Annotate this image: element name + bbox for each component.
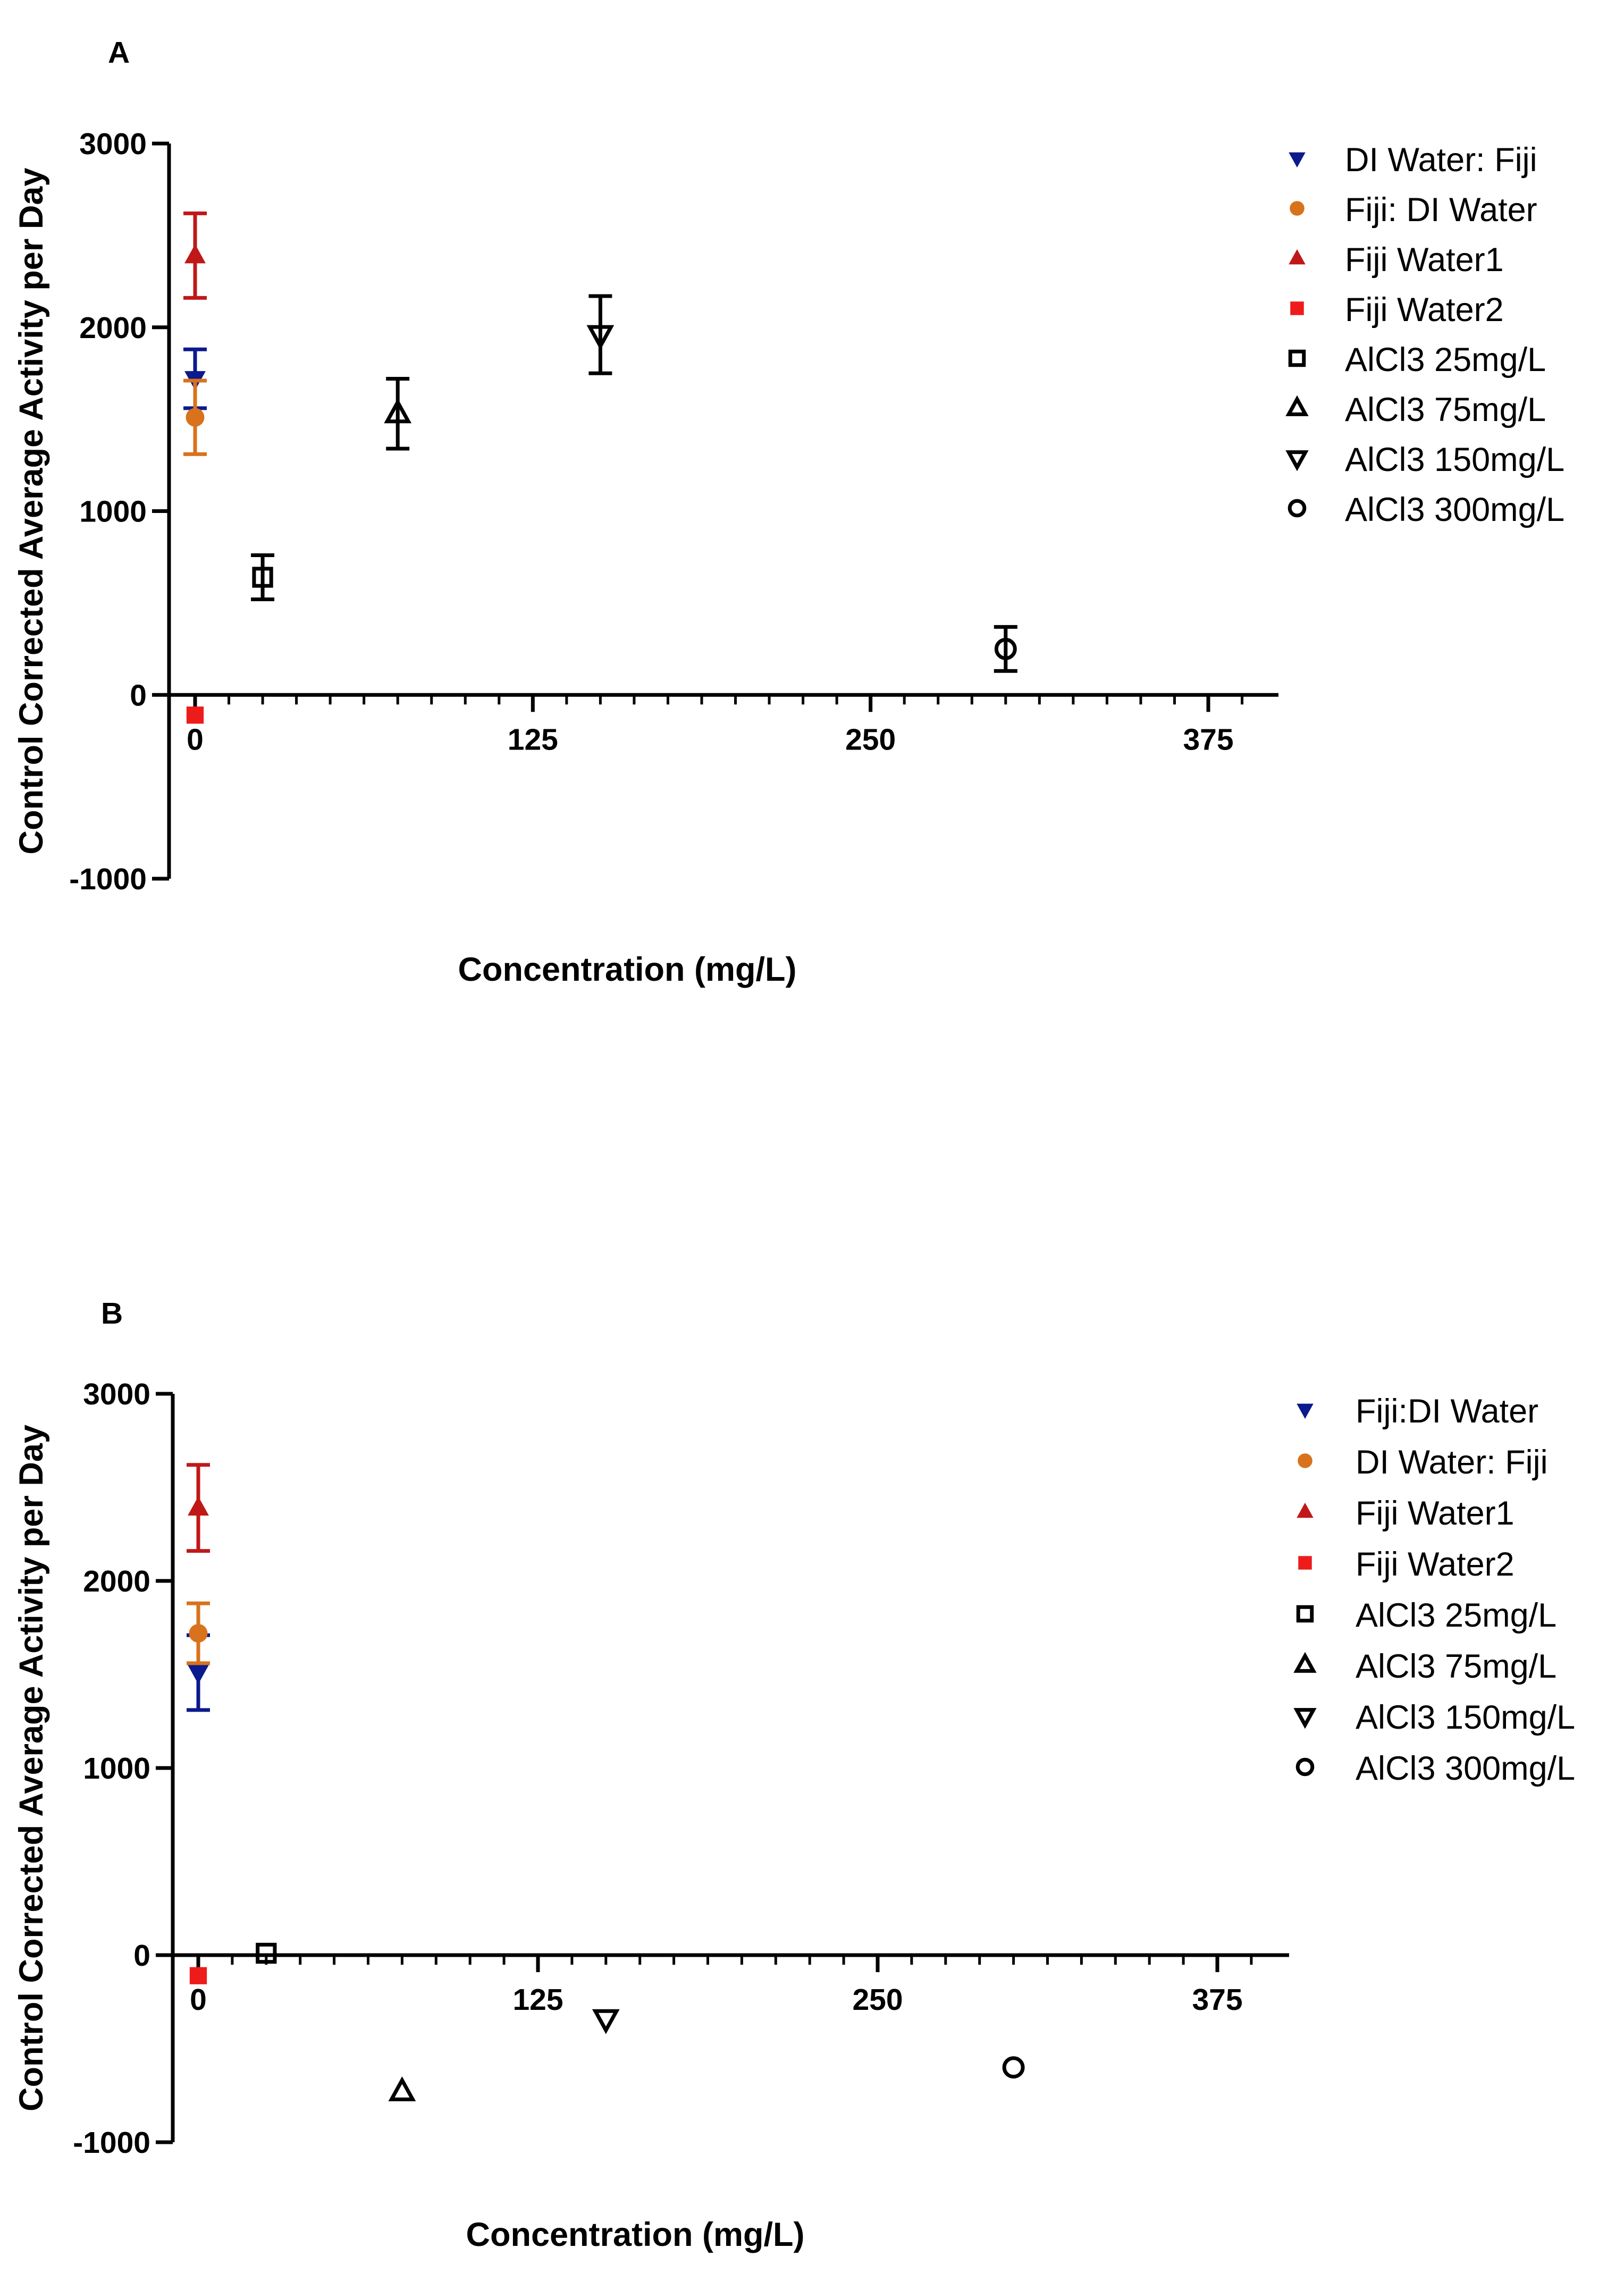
legend: DI Water: Fiji Fiji: DI Water Fiji Water1 F… xyxy=(1285,141,1564,528)
data-point-8 xyxy=(994,637,1017,660)
panel-label: B xyxy=(101,1297,123,1331)
legend-marker xyxy=(1289,152,1306,168)
legend: Fiji:DI Water DI Water: Fiji Fiji Water1 Fi… xyxy=(1293,1393,1575,1787)
x-tick-label: 375 xyxy=(1192,1983,1242,2017)
legend-marker xyxy=(1295,1757,1315,1777)
legend-label: AlCl3 25mg/L xyxy=(1345,341,1546,378)
y-tick-label: 2000 xyxy=(83,1564,150,1598)
legend-label: Fiji Water2 xyxy=(1345,291,1504,329)
data-point-4 xyxy=(186,706,204,724)
data-point-7 xyxy=(592,2009,620,2034)
data-point-2 xyxy=(186,408,205,427)
chart-panel-B: B -1000 0 1000 2000 3000 0 125 250 375 Concentrati… xyxy=(13,1297,1575,2253)
legend-marker xyxy=(1298,1453,1312,1468)
y-axis-title: Control Corrected Average Activity per D… xyxy=(13,1425,50,2111)
data-point-5 xyxy=(252,567,273,588)
panel-label: A xyxy=(108,36,130,70)
y-tick-label: -1000 xyxy=(69,862,147,896)
y-tick-label: -1000 xyxy=(73,2126,150,2160)
x-tick-label: 375 xyxy=(1183,722,1233,756)
y-axis-title: Control Corrected Average Activity per D… xyxy=(13,168,50,855)
y-tick-label: 3000 xyxy=(79,127,147,161)
x-tick-label: 0 xyxy=(187,722,204,756)
x-axis-title: Concentration (mg/L) xyxy=(458,951,797,988)
x-tick-label: 250 xyxy=(852,1983,903,2017)
legend-marker xyxy=(1293,1708,1317,1729)
y-tick-label: 0 xyxy=(130,678,147,712)
y-tick-label: 1000 xyxy=(79,495,147,529)
data-point-3 xyxy=(188,1496,209,1516)
legend-label: AlCl3 300mg/L xyxy=(1356,1750,1575,1787)
y-tick-label: 0 xyxy=(133,1939,150,1973)
x-tick-label: 125 xyxy=(512,1983,563,2017)
legend-marker xyxy=(1289,249,1306,265)
legend-marker xyxy=(1288,349,1306,367)
data-point-6 xyxy=(388,2076,416,2101)
y-tick-label: 3000 xyxy=(83,1377,150,1411)
x-axis-title: Concentration (mg/L) xyxy=(466,2216,805,2253)
legend-label: DI Water: Fiji xyxy=(1356,1444,1548,1481)
data-point-1 xyxy=(188,1665,209,1685)
x-tick-label: 0 xyxy=(190,1983,207,2017)
legend-label: Fiji Water2 xyxy=(1356,1546,1514,1583)
chart-panel-A: A -1000 0 1000 2000 3000 0 125 250 375 Concentrati… xyxy=(13,36,1564,988)
legend-label: AlCl3 25mg/L xyxy=(1356,1597,1556,1634)
data-point-3 xyxy=(184,244,206,264)
legend-label: Fiji: DI Water xyxy=(1345,191,1537,229)
legend-marker xyxy=(1285,450,1309,472)
y-tick-label: 2000 xyxy=(79,311,147,345)
data-point-7 xyxy=(586,325,615,350)
legend-marker xyxy=(1298,1556,1312,1570)
legend-label: AlCl3 300mg/L xyxy=(1345,491,1564,528)
legend-label: AlCl3 150mg/L xyxy=(1345,441,1564,478)
data-point-4 xyxy=(189,1967,207,1984)
legend-marker xyxy=(1296,1605,1314,1623)
legend-marker xyxy=(1290,301,1304,315)
x-tick-label: 250 xyxy=(845,722,896,756)
data-point-8 xyxy=(1002,2056,1025,2079)
legend-label: Fiji:DI Water xyxy=(1356,1393,1538,1430)
legend-label: AlCl3 75mg/L xyxy=(1356,1648,1556,1685)
legend-label: Fiji Water1 xyxy=(1345,241,1504,279)
y-tick-label: 1000 xyxy=(83,1752,150,1786)
legend-label: AlCl3 150mg/L xyxy=(1356,1699,1575,1736)
legend-marker xyxy=(1290,201,1305,216)
legend-label: AlCl3 75mg/L xyxy=(1345,391,1546,428)
legend-marker xyxy=(1297,1502,1314,1518)
data-point-2 xyxy=(189,1624,208,1643)
legend-marker xyxy=(1293,1652,1317,1673)
data-point-5 xyxy=(256,1942,277,1964)
legend-label: Fiji Water1 xyxy=(1356,1495,1514,1532)
data-point-6 xyxy=(384,398,412,424)
legend-label: DI Water: Fiji xyxy=(1345,141,1537,179)
legend-marker xyxy=(1285,395,1309,416)
legend-marker xyxy=(1288,499,1307,518)
x-tick-label: 125 xyxy=(508,722,558,756)
legend-marker xyxy=(1297,1403,1314,1419)
